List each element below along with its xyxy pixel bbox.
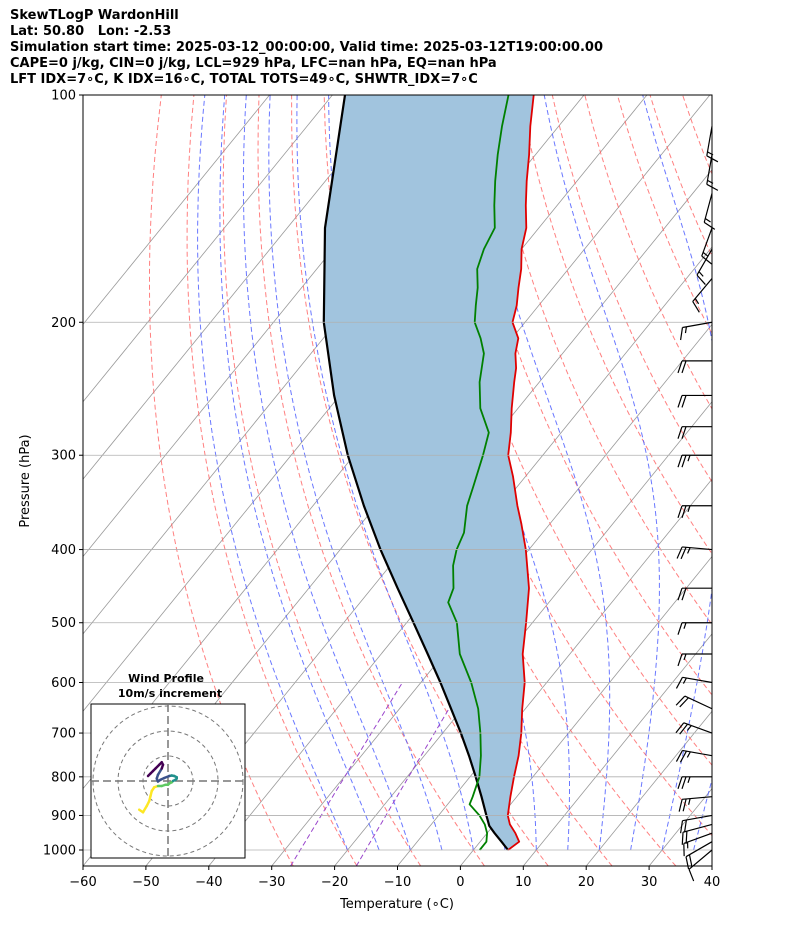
wind-barb — [683, 832, 713, 857]
y-tick-label: 700 — [51, 727, 76, 742]
dry-adiabat-line — [780, 95, 794, 866]
mixing-ratio-line — [290, 682, 403, 866]
y-tick-label: 500 — [51, 616, 76, 631]
wind-barb — [676, 546, 713, 560]
wind-barb — [677, 394, 712, 408]
wind-barb — [706, 154, 719, 191]
wind-barb — [677, 426, 712, 439]
y-tick-label: 400 — [51, 543, 76, 558]
isotherm-line — [522, 633, 712, 866]
chart-header: SkewTLogP WardonHill Lat: 50.80 Lon: -2.… — [10, 8, 603, 88]
x-axis-label: Temperature (∘C) — [339, 897, 454, 912]
inset-title: Wind Profile — [128, 672, 204, 685]
isotherm-line — [711, 865, 712, 866]
wind-barb — [677, 653, 712, 667]
dry-adiabat-line — [649, 95, 712, 258]
location-line: Lat: 50.80 Lon: -2.53 — [10, 24, 172, 39]
wind-barb — [678, 796, 713, 812]
cape-line: CAPE=0 j/kg, CIN=0 j/kg, LCL=929 hPa, LF… — [10, 56, 497, 71]
mixing-ratio-line — [355, 682, 466, 866]
wind-barb — [677, 776, 712, 790]
wind-barb — [706, 126, 719, 163]
wind-barb — [685, 841, 713, 870]
dry-adiabat-line — [257, 95, 485, 866]
x-tick-label: 10 — [515, 875, 532, 890]
isotherm-line — [460, 555, 712, 866]
wind-barb — [703, 193, 716, 230]
temperature-line — [506, 95, 535, 851]
dry-adiabat-line — [748, 95, 794, 866]
x-tick-label: −40 — [195, 875, 222, 890]
dry-adiabat-line — [616, 95, 712, 335]
y-tick-label: 200 — [51, 316, 76, 331]
moist-adiabat-line — [725, 95, 794, 850]
wind-barb — [681, 823, 713, 845]
isotherm-line — [83, 95, 270, 326]
time-line: Simulation start time: 2025-03-12_00:00:… — [10, 40, 603, 55]
moist-adiabat-line — [543, 95, 660, 851]
wind-barb — [692, 278, 713, 313]
dry-adiabat-line — [454, 95, 712, 696]
wind-barb — [677, 360, 712, 374]
wind-barb — [675, 749, 713, 763]
x-tick-label: 20 — [578, 875, 595, 890]
dry-adiabat-line — [186, 95, 358, 866]
index-line: LFT IDX=7∘C, K IDX=16∘C, TOTAL TOTS=49∘C… — [10, 72, 478, 87]
x-tick-label: 40 — [704, 875, 721, 890]
cin-shading — [323, 95, 534, 850]
wind-barb — [677, 587, 712, 601]
moist-adiabat-line — [219, 95, 380, 851]
dry-adiabat-line — [715, 95, 794, 866]
dry-adiabat-line — [519, 95, 712, 555]
y-tick-label: 300 — [51, 449, 76, 464]
y-axis-label: Pressure (hPa) — [18, 434, 33, 527]
y-tick-label: 600 — [51, 676, 76, 691]
dry-adiabat-line — [222, 95, 422, 866]
wind-barb — [680, 814, 713, 834]
wind-barb — [677, 454, 712, 468]
y-tick-label: 800 — [51, 770, 76, 785]
wind-barb — [675, 695, 713, 710]
moist-adiabat-line — [469, 95, 611, 851]
chart-title: SkewTLogP WardonHill — [10, 8, 179, 23]
wind-barb — [701, 227, 713, 265]
dry-adiabat-line — [291, 95, 549, 866]
y-tick-label: 900 — [51, 809, 76, 824]
isotherm-line — [83, 95, 396, 480]
wind-barb — [677, 505, 712, 518]
x-tick-label: 0 — [456, 875, 464, 890]
x-tick-label: −20 — [321, 875, 348, 890]
dry-adiabat-line — [551, 95, 712, 483]
isotherm-line — [271, 323, 712, 866]
x-tick-label: −30 — [258, 875, 285, 890]
x-tick-label: −60 — [69, 875, 96, 890]
y-tick-label: 100 — [51, 89, 76, 104]
moist-adiabat-line — [197, 95, 349, 851]
dewpoint-line — [447, 95, 510, 851]
moist-adiabat-line — [268, 95, 443, 851]
x-tick-label: −10 — [384, 875, 411, 890]
dry-adiabat-line — [486, 95, 712, 626]
wind-barb — [675, 722, 713, 735]
moist-adiabat-line — [693, 777, 712, 851]
isotherm-line — [208, 246, 712, 866]
dry-adiabat-line — [584, 95, 712, 410]
isotherm-line — [83, 95, 333, 403]
wind-barb — [688, 849, 713, 882]
dry-adiabat-line — [149, 95, 294, 866]
isotherm-line — [648, 787, 712, 866]
wind-barb — [677, 622, 712, 635]
wind-barb — [696, 248, 713, 285]
inset-subtitle: 10m/s increment — [118, 687, 222, 700]
wind-barb — [680, 321, 713, 341]
x-tick-label: −50 — [132, 875, 159, 890]
moist-adiabat-line — [242, 95, 411, 851]
x-tick-label: 30 — [641, 875, 658, 890]
hodograph-segment — [146, 772, 152, 778]
wind-barb — [675, 676, 713, 689]
isotherm-line — [585, 710, 712, 866]
y-tick-label: 1000 — [43, 844, 76, 859]
isotherm-line — [334, 401, 712, 866]
